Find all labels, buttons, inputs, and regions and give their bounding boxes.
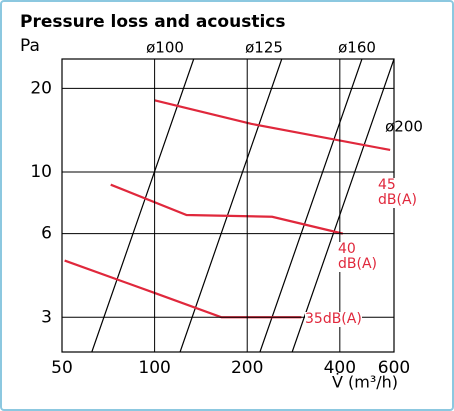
series-label: ø200 bbox=[385, 118, 423, 136]
noise-curve bbox=[110, 183, 344, 235]
noise-curve bbox=[154, 99, 391, 152]
series-label: 45 dB(A) bbox=[378, 178, 428, 208]
duct-line bbox=[91, 59, 195, 352]
x-axis-label: V̇ (m³/h) bbox=[332, 373, 398, 392]
series-label: ø125 bbox=[245, 39, 283, 57]
x-tick-label: 100 bbox=[138, 358, 170, 378]
series-label: ø100 bbox=[146, 39, 184, 57]
series-label: 35dB(A) bbox=[305, 311, 362, 327]
plot-frame bbox=[61, 58, 395, 353]
duct-line bbox=[291, 59, 394, 352]
x-tick-label: 200 bbox=[231, 358, 263, 378]
y-axis-label: Pa bbox=[20, 36, 40, 56]
duct-line bbox=[179, 59, 283, 352]
series-label: 40 dB(A) bbox=[338, 242, 388, 272]
series-label: ø160 bbox=[338, 39, 376, 57]
x-tick-label: 400 bbox=[324, 358, 356, 378]
y-tick-label: 20 bbox=[30, 78, 52, 98]
duct-line bbox=[259, 59, 363, 352]
x-tick-label: 600 bbox=[378, 358, 410, 378]
y-tick-label: 3 bbox=[41, 307, 52, 327]
noise-curve bbox=[64, 259, 302, 319]
y-tick-label: 6 bbox=[41, 224, 52, 244]
chart-title: Pressure loss and acoustics bbox=[20, 12, 285, 32]
x-tick-label: 50 bbox=[51, 358, 73, 378]
y-tick-label: 10 bbox=[30, 162, 52, 182]
